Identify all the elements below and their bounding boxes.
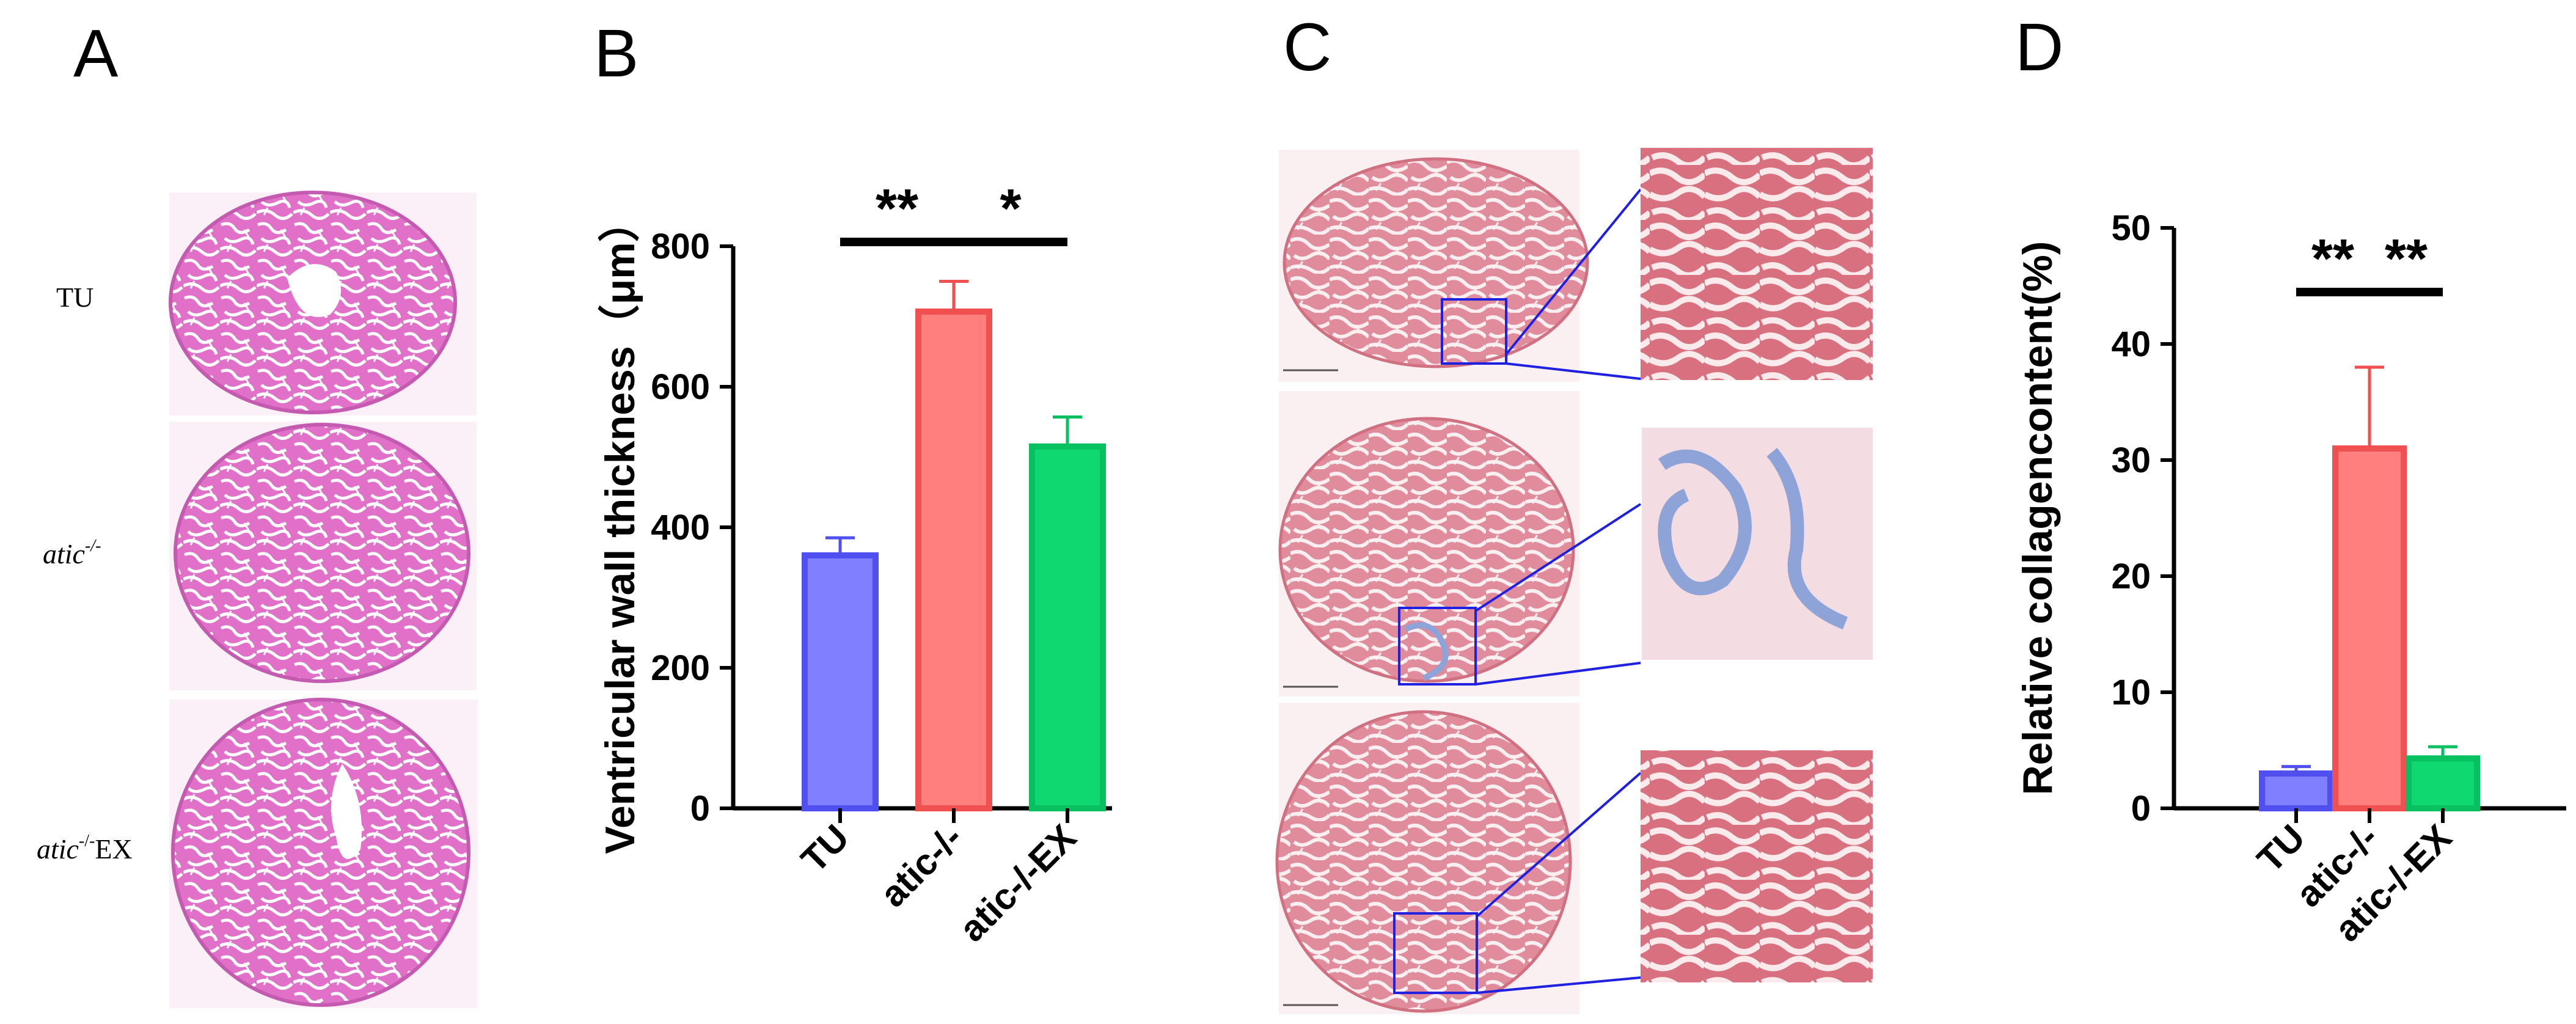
panel-a-row-label-tu: TU bbox=[56, 282, 93, 313]
bar-tu bbox=[802, 552, 879, 811]
panel-c-row-ex bbox=[1275, 703, 1873, 1014]
panel-c-row-tu bbox=[1279, 148, 1873, 382]
zoom-line-tu-bottom bbox=[1506, 362, 1641, 380]
panel-d-letter: D bbox=[2015, 10, 2063, 85]
zoom-box-ex bbox=[1393, 912, 1478, 994]
panel-a-row-ko: atic-/- bbox=[43, 422, 477, 690]
bar-atic-ko bbox=[2332, 445, 2407, 811]
zoom-line-ex-bottom bbox=[1476, 976, 1641, 994]
y-tick-label: 400 bbox=[651, 508, 710, 547]
he-section-ex bbox=[171, 698, 470, 1007]
x-tick-label-atic-ko-ex: atic-/-EX bbox=[951, 817, 1084, 949]
y-tick-label: 0 bbox=[2131, 789, 2151, 828]
panel-a-row-label-ex: atic-/-EX bbox=[37, 832, 133, 865]
zoom-box-tu bbox=[1441, 298, 1507, 365]
y-axis-title: Ventricular wall thickness（μm） bbox=[597, 200, 643, 854]
y-axis-title: Relative collagencontent(%) bbox=[2014, 241, 2061, 795]
significance-label: ** bbox=[2311, 229, 2354, 290]
significance-label: ** bbox=[2385, 229, 2428, 290]
bar-atic-ko bbox=[915, 308, 992, 811]
y-tick-label: 0 bbox=[690, 789, 710, 828]
panel-a-row-label-ko: atic-/- bbox=[43, 536, 101, 569]
panel-c-row-ko bbox=[1278, 391, 1873, 697]
bar-atic-ko-ex bbox=[1029, 443, 1106, 811]
he-section-ko bbox=[174, 423, 470, 683]
panel-a-row-ex: atic-/-EX bbox=[37, 698, 478, 1008]
he-section-ex-lumen bbox=[331, 764, 362, 859]
zoom-line-ko-bottom bbox=[1475, 662, 1641, 686]
panel-a-letter: A bbox=[73, 16, 119, 91]
y-tick-label: 20 bbox=[2111, 557, 2151, 596]
significance-label: * bbox=[1000, 178, 1021, 240]
panel-a-row-tu: TU bbox=[56, 191, 477, 415]
significance-label: ** bbox=[876, 178, 918, 240]
bar-atic-ko-ex bbox=[2406, 755, 2480, 812]
y-tick-label: 200 bbox=[651, 648, 710, 688]
zoom-line-ex-top bbox=[1476, 772, 1642, 918]
masson-section-ko bbox=[1278, 417, 1575, 683]
y-tick-label: 50 bbox=[2111, 208, 2151, 248]
masson-section-tu bbox=[1283, 157, 1589, 368]
zoom-line-tu-top bbox=[1505, 188, 1642, 356]
zoom-image-tu bbox=[1641, 148, 1873, 380]
zoom-box-ko bbox=[1398, 607, 1477, 686]
zoom-line-ko-top bbox=[1474, 503, 1642, 612]
panel-c-letter: C bbox=[1283, 10, 1331, 85]
bar-tu bbox=[2259, 770, 2333, 811]
y-tick-label: 10 bbox=[2111, 673, 2151, 712]
zoom-collagen-ko bbox=[1658, 447, 1848, 630]
masson-section-ex bbox=[1275, 710, 1572, 1013]
y-tick-label: 600 bbox=[651, 367, 710, 407]
panel-b-letter: B bbox=[594, 16, 639, 91]
collagen-region-ko bbox=[1403, 622, 1449, 681]
zoom-image-ex bbox=[1641, 750, 1873, 982]
y-tick-label: 30 bbox=[2111, 441, 2151, 480]
x-tick-label-atic-ko: atic-/- bbox=[873, 817, 971, 915]
y-tick-label: 40 bbox=[2111, 324, 2151, 364]
he-section-tu-lumen bbox=[287, 264, 341, 317]
x-tick-label-tu: TU bbox=[793, 817, 857, 880]
y-tick-label: 800 bbox=[651, 227, 710, 266]
